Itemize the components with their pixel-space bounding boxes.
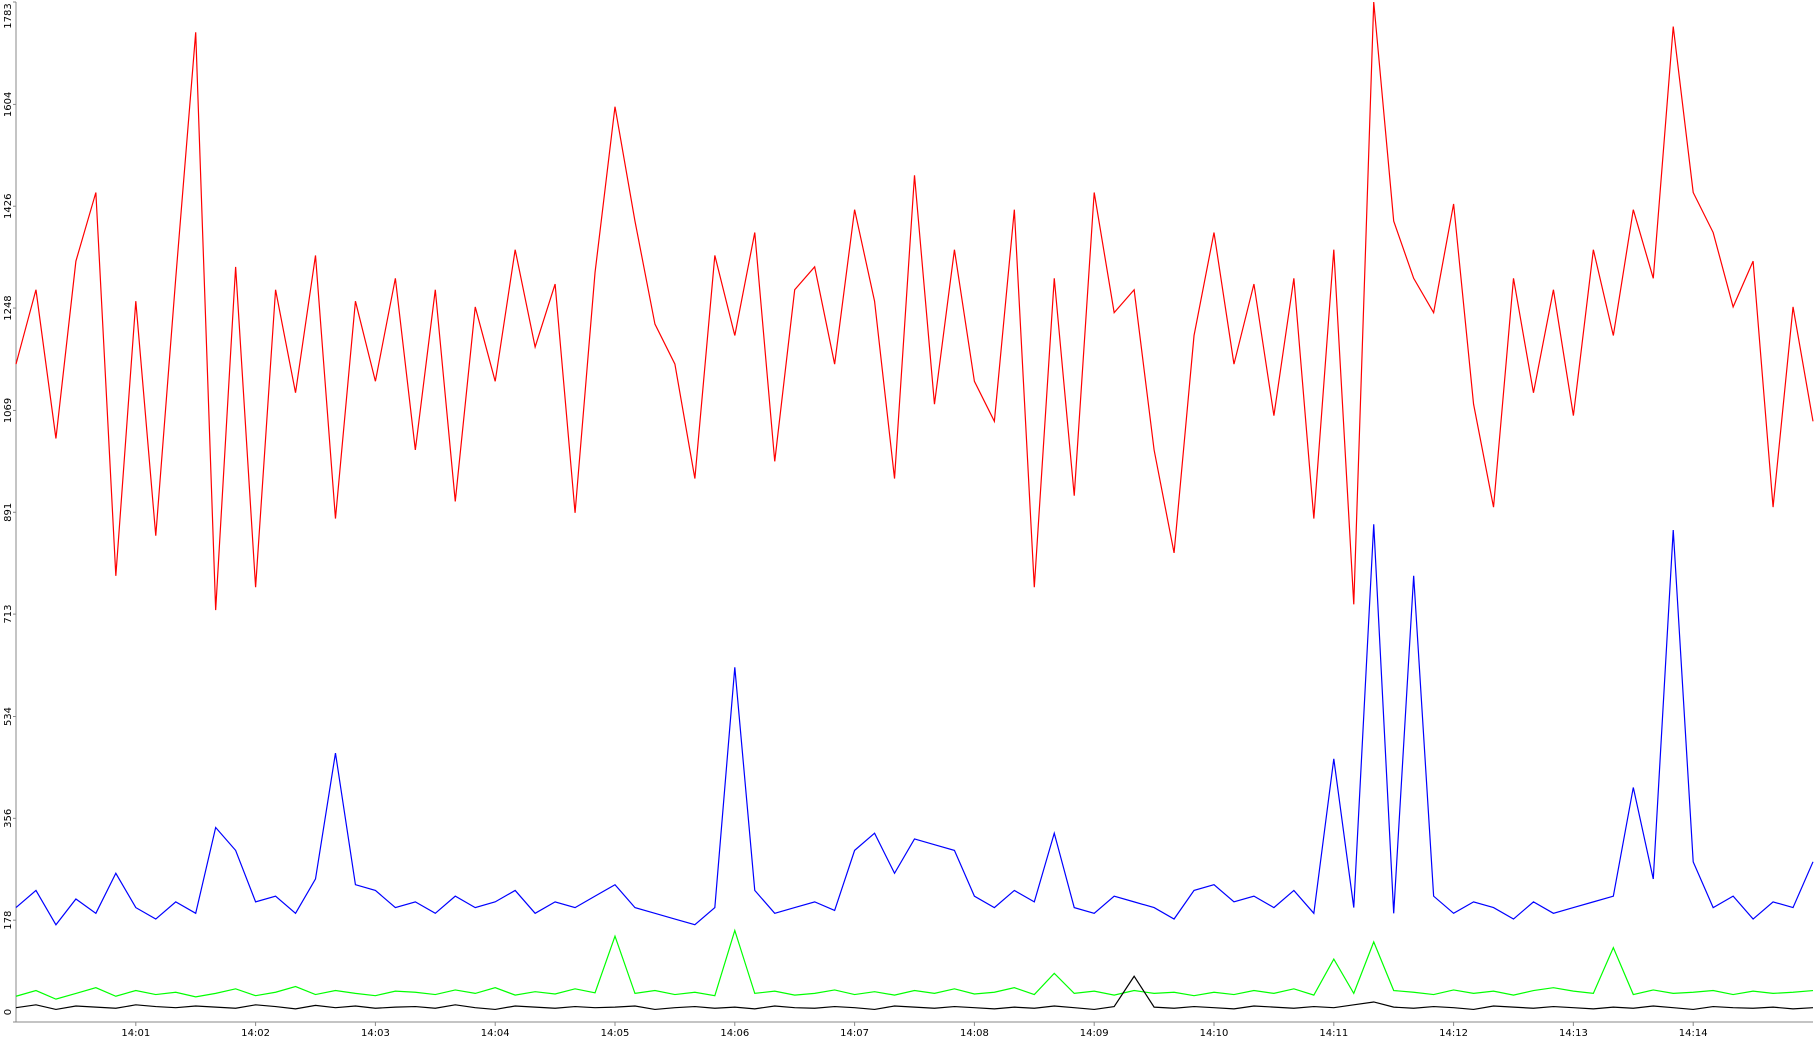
y-tick-label: 713 xyxy=(3,605,14,624)
y-tick-label: 1426 xyxy=(3,194,14,219)
x-tick-label: 14:05 xyxy=(601,1028,630,1039)
x-tick-label: 14:12 xyxy=(1439,1028,1468,1039)
x-tick-label: 14:10 xyxy=(1200,1028,1229,1039)
y-tick-label: 891 xyxy=(3,503,14,522)
x-tick-label: 14:13 xyxy=(1559,1028,1588,1039)
x-tick-label: 14:09 xyxy=(1080,1028,1109,1039)
x-tick-label: 14:03 xyxy=(361,1028,390,1039)
x-tick-label: 14:02 xyxy=(241,1028,270,1039)
x-tick-label: 14:01 xyxy=(121,1028,150,1039)
series-line xyxy=(15,928,1814,1000)
y-tick-label: 356 xyxy=(3,809,14,828)
y-tick-label: 1604 xyxy=(3,92,14,117)
x-tick-label: 14:08 xyxy=(960,1028,989,1039)
x-tick-label: 14:11 xyxy=(1319,1028,1348,1039)
series-line xyxy=(15,975,1814,1011)
y-tick-label: 1783 xyxy=(3,3,14,28)
x-tick-label: 14:07 xyxy=(840,1028,869,1039)
x-tick-label: 14:06 xyxy=(720,1028,749,1039)
series-line xyxy=(15,1,1814,611)
y-tick-label: 1069 xyxy=(3,398,14,423)
y-tick-label: 0 xyxy=(3,1009,14,1015)
x-tick-label: 14:14 xyxy=(1679,1028,1708,1039)
x-tick-label: 14:04 xyxy=(481,1028,510,1039)
y-tick-label: 534 xyxy=(3,707,14,726)
series-line xyxy=(15,524,1814,926)
y-tick-label: 1248 xyxy=(3,295,14,320)
y-tick-label: 178 xyxy=(3,911,14,930)
